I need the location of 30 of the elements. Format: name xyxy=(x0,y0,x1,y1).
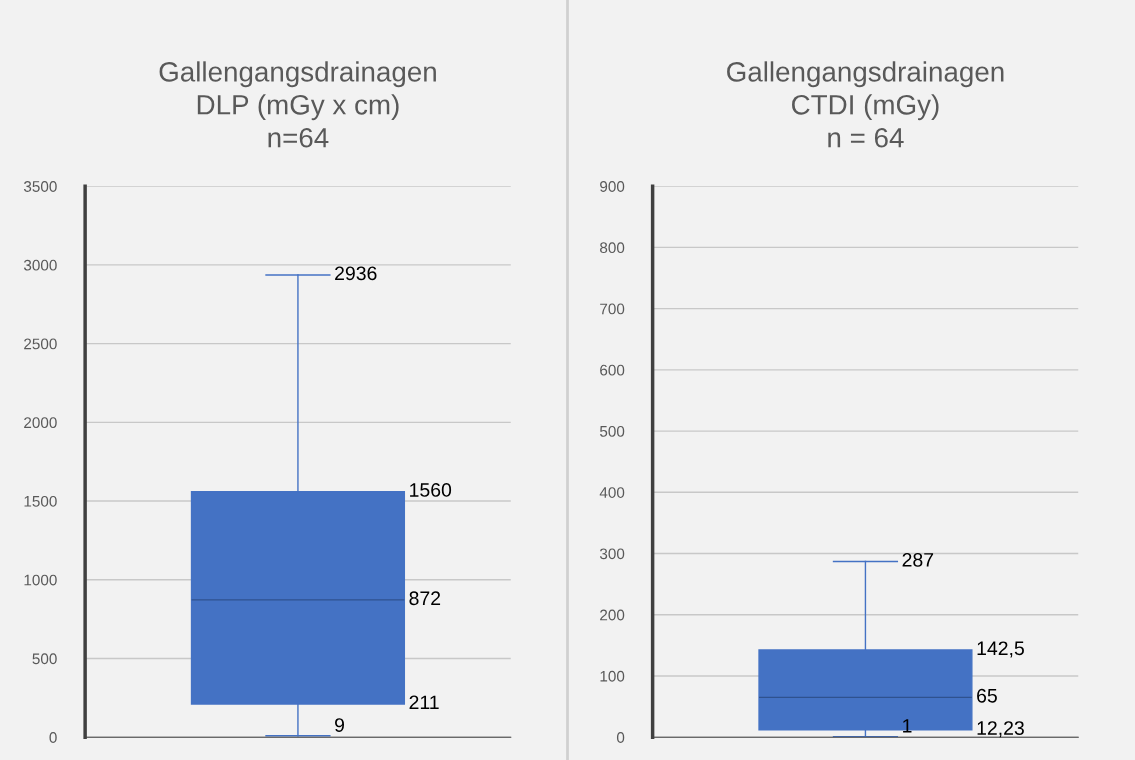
y-tick-label: 0 xyxy=(49,732,57,743)
y-tick-label: 300 xyxy=(599,548,625,560)
annotation: 872 xyxy=(409,591,441,606)
y-tick-label: 700 xyxy=(600,303,625,315)
y-tick-label: 500 xyxy=(599,425,625,437)
y-tick-label: 900 xyxy=(600,181,625,192)
y-tick-label: 1000 xyxy=(24,574,57,586)
y-tick-label: 2000 xyxy=(24,417,57,429)
y-tick-label: 2500 xyxy=(24,338,57,350)
y-tick-label: 500 xyxy=(32,653,57,665)
y-tick-label: 1500 xyxy=(24,495,57,507)
annotation: 211 xyxy=(409,695,439,710)
annotation: 287 xyxy=(902,552,934,567)
y-tick-label: 3500 xyxy=(23,181,57,192)
annotation: 142,5 xyxy=(977,641,1024,658)
y-tick-label: 0 xyxy=(616,732,625,743)
annotation: 12,23 xyxy=(977,721,1024,738)
chart-title: Gallengangsdrainagen DLP (mGy x cm) n=64 xyxy=(159,61,436,148)
y-tick-label: 400 xyxy=(599,487,625,498)
annotation: 9 xyxy=(335,718,345,732)
annotation: 1 xyxy=(903,719,912,733)
y-tick-label: 800 xyxy=(600,242,625,254)
annotation: 2936 xyxy=(335,266,377,281)
annotation: 65 xyxy=(977,688,997,703)
y-tick-label: 600 xyxy=(600,364,625,376)
chart-title: Gallengangsdrainagen CTDI (mGy) n = 64 xyxy=(727,61,1004,148)
y-tick-label: 200 xyxy=(600,609,625,621)
annotation: 1560 xyxy=(410,483,452,497)
y-tick-label: 3000 xyxy=(23,259,57,271)
y-tick-label: 100 xyxy=(600,670,625,682)
